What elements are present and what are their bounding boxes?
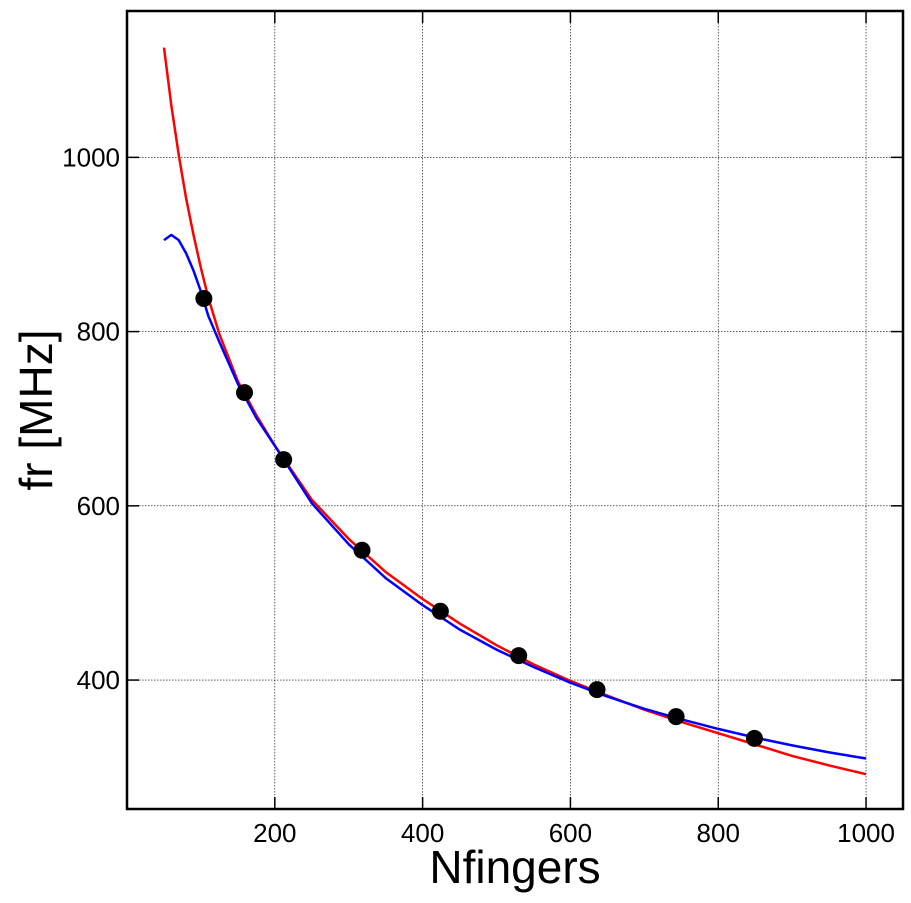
grid: [127, 11, 903, 809]
ticks: 200 400 600 800 1000 400 600 800 1000: [62, 11, 903, 848]
x-tick-label: 1000: [837, 818, 895, 848]
y-tick-label: 600: [77, 491, 120, 521]
data-point: [588, 681, 606, 699]
blue-fit-curve: [163, 233, 867, 760]
x-tick-label: 400: [401, 818, 444, 848]
data-point: [745, 729, 763, 747]
y-tick-label: 800: [77, 317, 120, 347]
data-point: [510, 647, 528, 665]
data-point: [195, 289, 213, 307]
data-point: [667, 708, 685, 726]
y-axis-label: fr [MHz]: [10, 330, 62, 491]
plot-frame: [125, 9, 905, 811]
x-tick-label: 800: [697, 818, 740, 848]
fit-curves: [162, 47, 867, 776]
data-point: [353, 541, 371, 559]
x-tick-label: 600: [549, 818, 592, 848]
x-axis-label: Nfingers: [429, 841, 600, 893]
data-points: [195, 289, 763, 747]
x-tick-label: 200: [253, 818, 296, 848]
data-point: [275, 451, 293, 469]
y-tick-label: 1000: [62, 142, 120, 172]
y-tick-label: 400: [77, 665, 120, 695]
data-point: [431, 602, 449, 620]
red-fit-curve: [162, 47, 867, 776]
data-point: [236, 384, 254, 402]
